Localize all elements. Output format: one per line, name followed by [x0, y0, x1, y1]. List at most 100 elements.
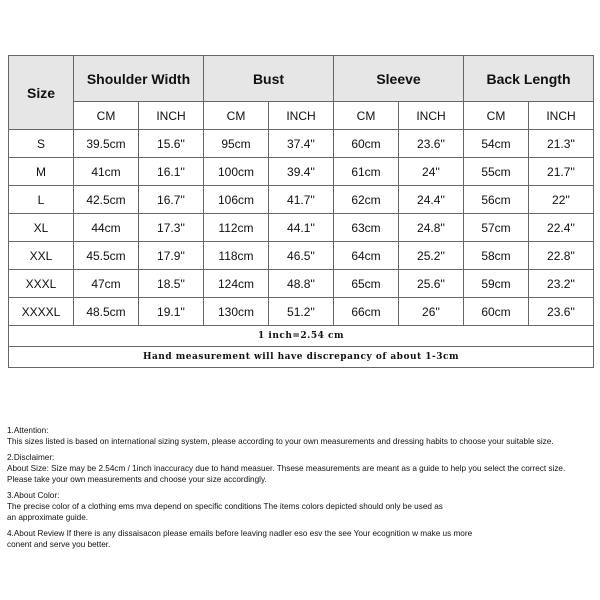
unit-header: INCH — [398, 101, 464, 130]
measurement-cell: 130cm — [203, 297, 269, 326]
table-row: L 42.5cm 16.7'' 106cm 41.7'' 62cm 24.4'' 56cm 22… — [8, 185, 594, 214]
units-row: CM INCH CM INCH CM INCH CM INCH — [9, 101, 594, 130]
table-row: XXXL 47cm 18.5'' 124cm 48.8'' 65cm 25.6'' 59cm 2… — [8, 269, 594, 298]
measurement-cell: 59cm — [463, 269, 529, 298]
measurement-cell: 39.5cm — [73, 129, 139, 158]
measurement-cell: 24.4'' — [398, 185, 464, 214]
note-block: 1.Attention: This sizes listed is based o… — [7, 425, 565, 447]
unit-header: INCH — [268, 101, 334, 130]
group-header-sleeve: Sleeve — [333, 55, 464, 102]
measurement-cell: 24'' — [398, 157, 464, 186]
measurement-cell: 24.8'' — [398, 213, 464, 242]
note-line: About Size: Size may be 2.54cm / 1inch i… — [7, 464, 566, 473]
measurement-cell: 44cm — [73, 213, 139, 242]
note-block: 3.About Color: The precise color of a clo… — [7, 490, 565, 523]
measurement-cell: 54cm — [463, 129, 529, 158]
measurement-cell: 15.6'' — [138, 129, 204, 158]
measurement-cell: 61cm — [333, 157, 399, 186]
table-row: S 39.5cm 15.6'' 95cm 37.4'' 60cm 23.6'' 54cm 21.… — [8, 129, 594, 158]
note-line: Please take your own measurements and ch… — [7, 475, 267, 484]
table-row: XXXXL 48.5cm 19.1'' 130cm 51.2'' 66cm 26'' 60cm… — [8, 297, 594, 326]
measurement-cell: 39.4'' — [268, 157, 334, 186]
measurement-cell: 48.5cm — [73, 297, 139, 326]
size-cell: M — [8, 157, 74, 186]
note-title: 3.About Color: — [7, 491, 60, 500]
measurement-cell: 64cm — [333, 241, 399, 270]
unit-header: CM — [333, 101, 399, 130]
measurement-cell: 23.6'' — [398, 129, 464, 158]
measurement-cell: 22.8'' — [528, 241, 594, 270]
measurement-cell: 106cm — [203, 185, 269, 214]
note-line: conent and serve you better. — [7, 540, 111, 549]
size-cell: XL — [8, 213, 74, 242]
measurement-cell: 42.5cm — [73, 185, 139, 214]
unit-header: CM — [463, 101, 529, 130]
measurement-cell: 21.7'' — [528, 157, 594, 186]
measurement-cell: 56cm — [463, 185, 529, 214]
note-line: an approximate guide. — [7, 513, 89, 522]
conversion-note: 1 inch=2.54 cm — [8, 325, 594, 347]
size-cell: XXXL — [8, 269, 74, 298]
group-header-back-length: Back Length — [463, 55, 594, 102]
note-line: The precise color of a clothing ems mva … — [7, 502, 443, 511]
size-cell: XXXXL — [8, 297, 74, 326]
measurement-cell: 60cm — [463, 297, 529, 326]
measurement-cell: 23.6'' — [528, 297, 594, 326]
table-row: XXL 45.5cm 17.9'' 118cm 46.5'' 64cm 25.2'' 58cm… — [8, 241, 594, 270]
group-header-shoulder-width: Shoulder Width — [73, 55, 204, 102]
measurement-cell: 95cm — [203, 129, 269, 158]
measurement-cell: 55cm — [463, 157, 529, 186]
measurement-cell: 58cm — [463, 241, 529, 270]
measurement-cell: 17.3'' — [138, 213, 204, 242]
measurement-cell: 37.4'' — [268, 129, 334, 158]
measurement-row: Hand measurement will have discrepancy o… — [8, 346, 594, 368]
note-block: 2.Disclaimer: About Size: Size may be 2.5… — [7, 452, 565, 485]
measurement-cell: 41.7'' — [268, 185, 334, 214]
measurement-cell: 25.6'' — [398, 269, 464, 298]
measurement-cell: 60cm — [333, 129, 399, 158]
size-header: Size — [8, 55, 74, 130]
measurement-cell: 66cm — [333, 297, 399, 326]
note-block: 4.About Review If there is any dissaisac… — [7, 528, 565, 550]
measurement-cell: 118cm — [203, 241, 269, 270]
note-line: 4.About Review If there is any dissaisac… — [7, 529, 473, 538]
measurement-cell: 45.5cm — [73, 241, 139, 270]
measurement-cell: 63cm — [333, 213, 399, 242]
size-cell: S — [8, 129, 74, 158]
measurement-cell: 48.8'' — [268, 269, 334, 298]
measurement-cell: 57cm — [463, 213, 529, 242]
measurement-cell: 25.2'' — [398, 241, 464, 270]
measurement-cell: 100cm — [203, 157, 269, 186]
measurement-cell: 51.2'' — [268, 297, 334, 326]
measurement-cell: 22.4'' — [528, 213, 594, 242]
measurement-cell: 26'' — [398, 297, 464, 326]
unit-header: CM — [203, 101, 269, 130]
measurement-cell: 65cm — [333, 269, 399, 298]
note-title: 2.Disclaimer: — [7, 453, 55, 462]
table-row: XL 44cm 17.3'' 112cm 44.1'' 63cm 24.8'' 57cm 22.… — [8, 213, 594, 242]
measurement-cell: 17.9'' — [138, 241, 204, 270]
unit-header: INCH — [138, 101, 204, 130]
measurement-cell: 44.1'' — [268, 213, 334, 242]
measurement-cell: 47cm — [73, 269, 139, 298]
measurement-cell: 16.1'' — [138, 157, 204, 186]
measurement-cell: 19.1'' — [138, 297, 204, 326]
measurement-cell: 62cm — [333, 185, 399, 214]
group-header-bust: Bust — [203, 55, 334, 102]
measurement-cell: 21.3'' — [528, 129, 594, 158]
size-chart-table: Size Shoulder Width Bust Sleeve Back Len… — [8, 55, 594, 368]
note-title: 1.Attention: — [7, 426, 49, 435]
measurement-cell: 16.7'' — [138, 185, 204, 214]
measurement-cell: 41cm — [73, 157, 139, 186]
measurement-cell: 46.5'' — [268, 241, 334, 270]
unit-header: INCH — [528, 101, 594, 130]
conversion-row: 1 inch=2.54 cm — [8, 325, 594, 347]
notes-section: 1.Attention: This sizes listed is based o… — [7, 425, 565, 555]
measurement-cell: 22'' — [528, 185, 594, 214]
note-line: This sizes listed is based on internatio… — [7, 437, 554, 446]
measurement-cell: 23.2'' — [528, 269, 594, 298]
table-row: M 41cm 16.1'' 100cm 39.4'' 61cm 24'' 55cm 21.7'' — [8, 157, 594, 186]
header-row: Size Shoulder Width Bust Sleeve Back Len… — [8, 55, 594, 130]
measurement-cell: 124cm — [203, 269, 269, 298]
measurement-note: Hand measurement will have discrepancy o… — [8, 346, 594, 368]
